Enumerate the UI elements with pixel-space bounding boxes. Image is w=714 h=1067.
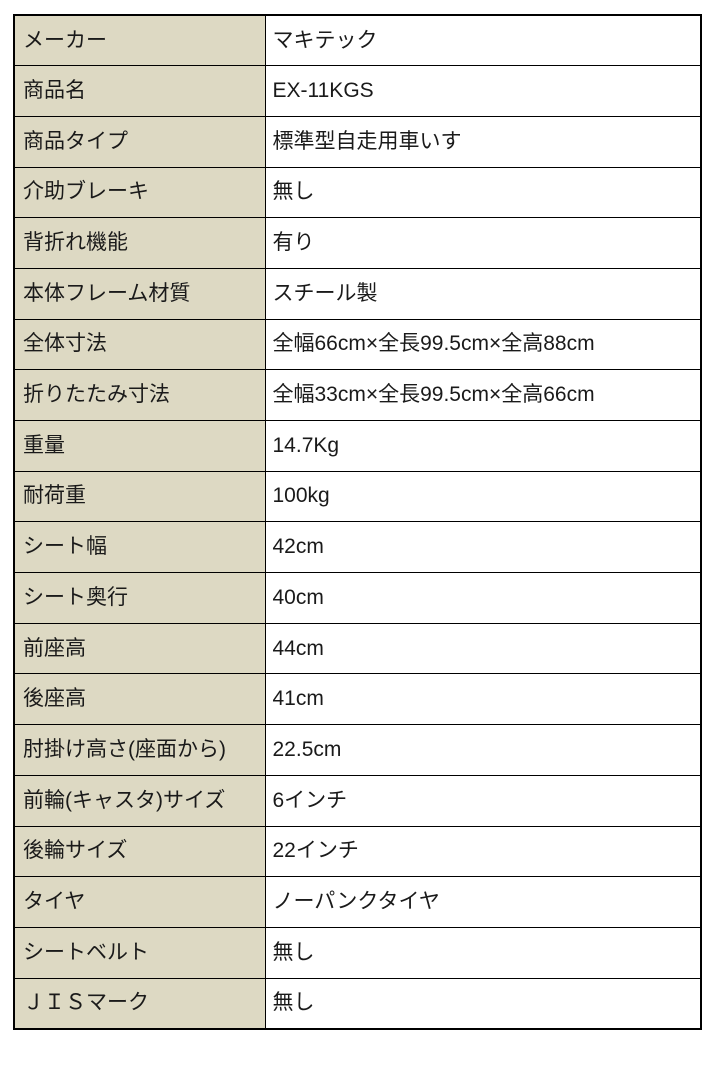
spec-label: シート幅 (13, 521, 266, 574)
spec-label: シートベルト (13, 926, 266, 979)
spec-value: 44cm (264, 622, 702, 675)
spec-row: 重量 14.7Kg (13, 420, 702, 472)
spec-row: タイヤ ノーパンクタイヤ (13, 876, 702, 928)
spec-row: 後輪サイズ 22インチ (13, 825, 702, 878)
spec-label: 全体寸法 (13, 318, 266, 371)
spec-label: ＪＩＳマーク (13, 977, 266, 1030)
spec-row: 肘掛け高さ(座面から) 22.5cm (13, 724, 702, 776)
spec-row: 後座高 41cm (13, 673, 702, 726)
spec-value: 22.5cm (264, 724, 702, 776)
spec-value: 100kg (264, 470, 702, 523)
spec-value: スチール製 (264, 267, 702, 320)
spec-row: 前座高 44cm (13, 622, 702, 675)
spec-label: 折りたたみ寸法 (13, 369, 266, 421)
spec-row: シート幅 42cm (13, 521, 702, 574)
spec-value: EX-11KGS (264, 65, 702, 117)
spec-row: 介助ブレーキ 無し (13, 166, 702, 219)
spec-value: 無し (264, 977, 702, 1030)
spec-label: 肘掛け高さ(座面から) (13, 724, 266, 776)
spec-label: 耐荷重 (13, 470, 266, 523)
spec-value: 全幅33cm×全長99.5cm×全高66cm (264, 369, 702, 421)
product-spec-table: メーカー マキテック 商品名 EX-11KGS 商品タイプ 標準型自走用車いす … (13, 14, 702, 1030)
spec-label: 前輪(キャスタ)サイズ (13, 774, 266, 827)
spec-label: 後座高 (13, 673, 266, 726)
spec-table-body: メーカー マキテック 商品名 EX-11KGS 商品タイプ 標準型自走用車いす … (13, 14, 702, 1030)
spec-value: 6インチ (264, 774, 702, 827)
spec-label: 重量 (13, 420, 266, 472)
spec-label: 前座高 (13, 622, 266, 675)
spec-row: 前輪(キャスタ)サイズ 6インチ (13, 774, 702, 827)
spec-label: 商品タイプ (13, 115, 266, 168)
spec-value: 41cm (264, 673, 702, 726)
spec-value: マキテック (264, 14, 702, 67)
spec-label: 商品名 (13, 65, 266, 117)
spec-row: 背折れ機能 有り (13, 217, 702, 269)
spec-value: 全幅66cm×全長99.5cm×全高88cm (264, 318, 702, 371)
spec-label: 本体フレーム材質 (13, 267, 266, 320)
spec-row: 商品名 EX-11KGS (13, 65, 702, 117)
spec-value: 22インチ (264, 825, 702, 878)
spec-value: 14.7Kg (264, 420, 702, 472)
spec-value: 標準型自走用車いす (264, 115, 702, 168)
spec-value: 40cm (264, 572, 702, 624)
spec-value: ノーパンクタイヤ (264, 876, 702, 928)
spec-row: 折りたたみ寸法 全幅33cm×全長99.5cm×全高66cm (13, 369, 702, 421)
spec-row: シート奥行 40cm (13, 572, 702, 624)
spec-row: シートベルト 無し (13, 926, 702, 979)
spec-row: 全体寸法 全幅66cm×全長99.5cm×全高88cm (13, 318, 702, 371)
spec-value: 無し (264, 166, 702, 219)
spec-row: メーカー マキテック (13, 14, 702, 67)
spec-label: シート奥行 (13, 572, 266, 624)
spec-row: 本体フレーム材質 スチール製 (13, 267, 702, 320)
spec-row: ＪＩＳマーク 無し (13, 977, 702, 1030)
spec-row: 商品タイプ 標準型自走用車いす (13, 115, 702, 168)
spec-value: 無し (264, 926, 702, 979)
spec-label: タイヤ (13, 876, 266, 928)
spec-label: 後輪サイズ (13, 825, 266, 878)
spec-row: 耐荷重 100kg (13, 470, 702, 523)
spec-label: メーカー (13, 14, 266, 67)
spec-label: 背折れ機能 (13, 217, 266, 269)
spec-label: 介助ブレーキ (13, 166, 266, 219)
spec-value: 有り (264, 217, 702, 269)
spec-value: 42cm (264, 521, 702, 574)
